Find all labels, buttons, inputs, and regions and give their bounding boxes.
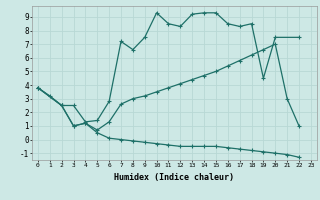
X-axis label: Humidex (Indice chaleur): Humidex (Indice chaleur) xyxy=(115,173,234,182)
